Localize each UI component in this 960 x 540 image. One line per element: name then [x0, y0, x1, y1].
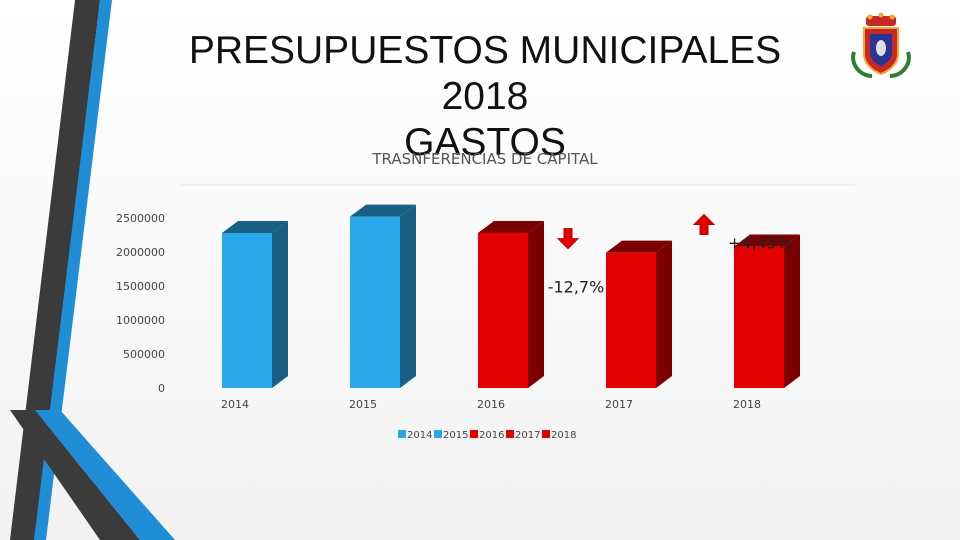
annotations: -12,7% +4,45% [548, 213, 792, 297]
y-tick-label: 2000000 [116, 246, 165, 259]
coat-of-arms-logo [851, 12, 911, 78]
bar-top [606, 240, 672, 253]
legend: 2014 2015 2016 2017 2018 [398, 430, 576, 441]
legend-label: 2016 [479, 430, 504, 441]
y-tick-label: 0 [158, 382, 165, 395]
bars [222, 204, 800, 388]
x-tick-label: 2018 [733, 398, 761, 411]
bar-2017 [606, 252, 656, 388]
y-axis: 0 500000 1000000 1500000 2000000 2500000 [116, 212, 165, 395]
page-title: PRESUPUESTOS MUNICIPALES 2018 GASTOS [160, 28, 810, 166]
legend-label: 2018 [551, 430, 576, 441]
bar-2016 [478, 232, 528, 388]
blue-stripe [34, 0, 112, 540]
bar-side [528, 220, 544, 388]
x-tick-label: 2014 [221, 398, 249, 411]
dark-stripe [10, 0, 100, 540]
down-arrow-icon [556, 228, 580, 250]
x-tick-label: 2017 [605, 398, 633, 411]
title-line-1: PRESUPUESTOS MUNICIPALES 2018 [188, 29, 782, 118]
legend-label: 2014 [407, 430, 432, 441]
bar-2018 [734, 246, 784, 388]
up-arrow-icon [692, 213, 716, 236]
legend-swatch [542, 430, 550, 438]
blue-corner [35, 410, 175, 540]
bar-side [272, 220, 288, 388]
title-line-2: GASTOS [404, 121, 566, 164]
bar-top [478, 220, 544, 233]
y-tick-label: 500000 [123, 348, 165, 361]
legend-swatch [434, 430, 442, 438]
bar-top [734, 234, 800, 247]
y-tick-label: 1500000 [116, 280, 165, 293]
x-tick-label: 2016 [477, 398, 505, 411]
legend-label: 2015 [443, 430, 468, 441]
x-axis: 2014 2015 2016 2017 2018 [221, 398, 761, 411]
annotation-label: -12,7% [548, 278, 605, 297]
bar-side [656, 240, 672, 388]
y-tick-label: 2500000 [116, 212, 165, 225]
dark-corner [10, 410, 140, 540]
chart-title: TRASNFERENCIAS DE CAPITAL [372, 150, 598, 168]
legend-label: 2017 [515, 430, 540, 441]
bar-2014 [222, 232, 272, 388]
bar-side [400, 204, 416, 388]
legend-swatch [470, 430, 478, 438]
legend-swatch [398, 430, 406, 438]
x-tick-label: 2015 [349, 398, 377, 411]
annotation-label: +4,45% [728, 234, 792, 253]
legend-swatch [506, 430, 514, 438]
bar-side [784, 234, 800, 388]
bar-top [222, 220, 288, 233]
y-tick-label: 1000000 [116, 314, 165, 327]
bar-2015 [350, 216, 400, 388]
bar-top [350, 204, 416, 217]
